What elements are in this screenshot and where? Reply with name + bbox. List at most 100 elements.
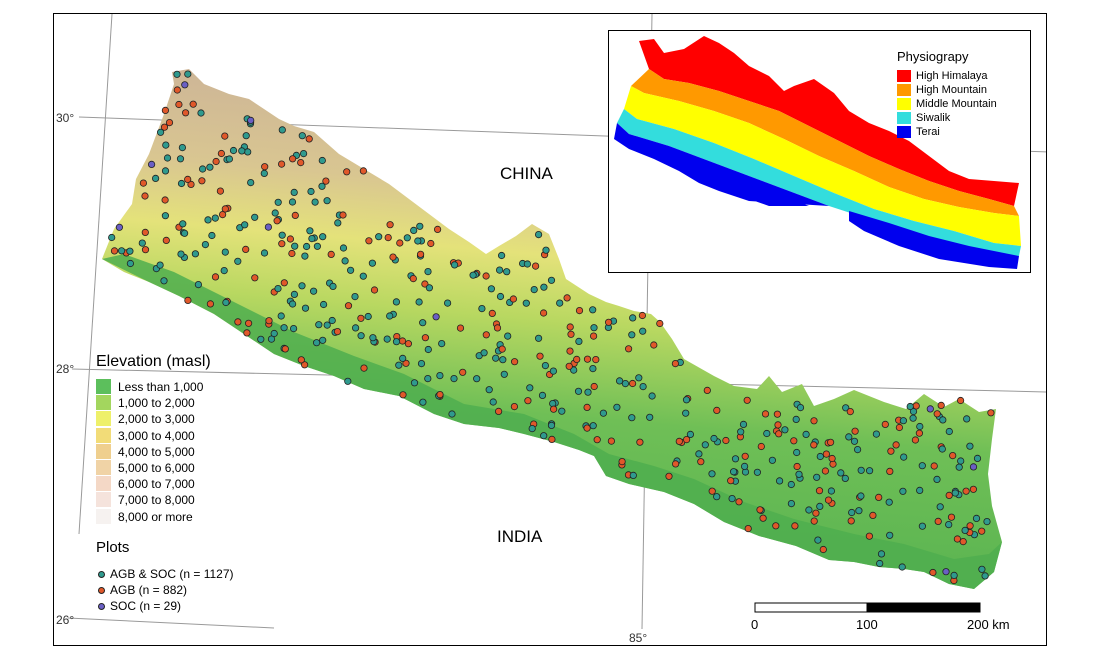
plot-marker: [938, 445, 946, 453]
plot-legend-label: SOC (n = 29): [110, 599, 182, 613]
plot-marker: [682, 396, 691, 404]
plot-marker: [708, 487, 716, 495]
plot-marker: [837, 469, 845, 477]
plot-marker: [493, 324, 502, 332]
plot-marker: [583, 403, 591, 411]
plot-marker: [558, 407, 566, 415]
plot-marker: [945, 427, 953, 436]
plot-marker: [916, 486, 924, 494]
plot-marker: [682, 435, 691, 444]
plot-marker: [949, 451, 957, 460]
plot-marker: [197, 109, 205, 117]
plot-marker: [934, 517, 942, 525]
plot-marker: [419, 398, 427, 406]
plot-marker: [211, 273, 220, 281]
plot-marker: [697, 458, 705, 466]
plot-marker: [966, 442, 974, 450]
plot-marker: [930, 462, 938, 470]
plot-marker: [243, 329, 251, 337]
scale-label-100: 100: [856, 617, 878, 632]
plot-dots: [108, 70, 995, 585]
plot-marker: [175, 100, 183, 109]
plot-marker: [531, 262, 540, 270]
plot-marker: [744, 524, 752, 533]
plot-marker: [433, 225, 442, 233]
plot-marker: [495, 266, 504, 274]
plot-marker: [375, 233, 383, 241]
plot-marker: [740, 462, 749, 470]
plot-marker: [665, 472, 673, 480]
zone-siwalik: [617, 109, 1021, 256]
plot-marker: [892, 441, 900, 449]
plot-marker: [957, 457, 965, 465]
elevation-legend-label: 3,000 to 4,000: [118, 428, 195, 443]
plot-marker: [791, 522, 799, 530]
plot-marker: [727, 477, 735, 485]
plot-marker: [152, 174, 160, 182]
plot-marker: [847, 517, 855, 525]
plot-marker: [787, 499, 796, 508]
plot-marker: [589, 306, 597, 314]
plot-marker: [926, 405, 934, 413]
scale-label-0: 0: [751, 617, 759, 632]
plot-marker: [288, 198, 297, 206]
physiography-swatch: [897, 70, 911, 82]
plot-marker: [311, 198, 319, 206]
plot-marker: [575, 306, 584, 315]
plot-marker: [478, 304, 486, 313]
plot-marker: [510, 402, 518, 411]
plot-marker: [286, 235, 294, 243]
zone-high-himalaya: [639, 36, 1019, 206]
plot-marker: [360, 364, 368, 372]
plot-marker: [318, 182, 326, 190]
plot-marker: [881, 420, 889, 428]
plot-marker: [281, 345, 289, 353]
plot-marker: [929, 568, 937, 577]
plot-marker: [307, 187, 315, 196]
plot-marker: [208, 231, 216, 240]
plot-marker: [937, 401, 945, 409]
plot-marker: [278, 231, 286, 239]
plot-marker: [319, 300, 328, 309]
elevation-swatch: [96, 492, 111, 508]
plot-marker: [499, 356, 507, 364]
plot-marker: [161, 106, 170, 115]
plot-marker: [392, 298, 400, 306]
plot-marker: [584, 388, 592, 396]
plot-marker: [592, 355, 600, 364]
plot-marker: [334, 219, 342, 227]
plot-marker: [646, 413, 654, 421]
plot-marker: [417, 359, 426, 368]
zone-terai: [614, 123, 1019, 269]
plot-marker: [812, 509, 820, 517]
plot-marker: [229, 146, 238, 155]
plot-marker: [872, 430, 881, 438]
plot-marker: [827, 487, 836, 495]
plot-marker: [312, 339, 321, 347]
plot-marker: [351, 292, 359, 301]
plot-marker: [416, 250, 425, 258]
plot-marker: [774, 421, 782, 429]
plot-marker: [575, 337, 583, 345]
plot-marker: [274, 198, 282, 206]
plot-marker: [790, 437, 798, 445]
plot-marker: [509, 295, 517, 303]
plot-marker: [635, 374, 643, 382]
plot-marker: [613, 403, 621, 411]
plot-marker: [182, 109, 190, 117]
plot-marker: [877, 550, 886, 558]
plot-marker: [538, 391, 547, 399]
country-label-china: CHINA: [500, 164, 553, 183]
plot-marker: [773, 410, 782, 418]
plot-marker: [710, 434, 718, 443]
plot-marker: [563, 294, 571, 302]
plot-marker: [703, 386, 711, 394]
plot-marker: [763, 429, 771, 438]
plot-marker: [549, 367, 557, 375]
plot-marker: [648, 392, 656, 400]
plot-marker: [181, 229, 189, 237]
plot-marker: [290, 290, 298, 298]
plot-marker: [278, 126, 286, 134]
plot-marker: [981, 572, 989, 580]
plot-marker: [628, 331, 636, 339]
